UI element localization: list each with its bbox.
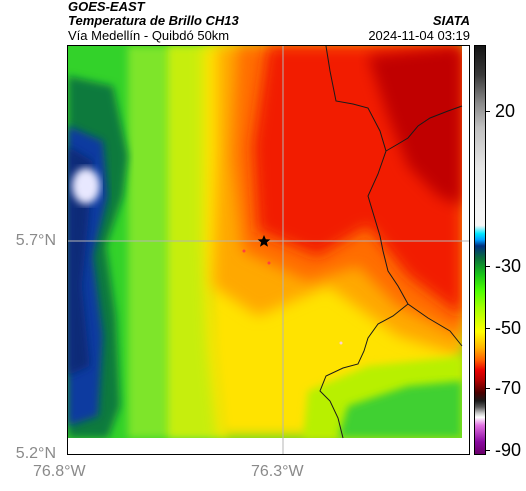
administrative-borders — [319, 46, 463, 439]
colorbar-label: -90 — [495, 440, 522, 460]
colorbar — [474, 45, 486, 455]
star-icon[interactable] — [257, 235, 271, 247]
y-tick-label: 5.2°N — [15, 445, 56, 462]
station-dot — [242, 249, 246, 253]
colorbar-tick — [486, 111, 490, 112]
colorbar-label: -70 — [495, 378, 522, 398]
organization-label: SIATA — [432, 13, 470, 28]
satellite-name: GOES-EAST — [68, 0, 145, 14]
y-tick-label: 5.7°N — [15, 232, 56, 249]
brightness-temperature-map[interactable] — [68, 46, 469, 454]
colorbar-tick — [486, 266, 490, 267]
x-tick-label: 76.8°W — [33, 463, 86, 480]
colorbar-tick — [486, 388, 490, 389]
colorbar-tick — [486, 328, 490, 329]
product-title: Temperatura de Brillo CH13 — [68, 13, 239, 28]
colorbar-label: -50 — [495, 318, 522, 338]
temperature-field — [68, 46, 469, 454]
station-dot — [267, 261, 271, 265]
station-dot — [339, 341, 343, 345]
map-panel[interactable] — [67, 45, 470, 455]
x-tick-label: 76.3°W — [251, 463, 304, 480]
colorbar-tick — [486, 450, 490, 451]
location-label: Vía Medellín - Quibdó 50km — [68, 28, 230, 43]
colorbar-label: -30 — [495, 256, 522, 276]
colorbar-label: 20 — [495, 101, 516, 121]
timestamp-label: 2024-11-04 03:19 — [368, 28, 470, 43]
